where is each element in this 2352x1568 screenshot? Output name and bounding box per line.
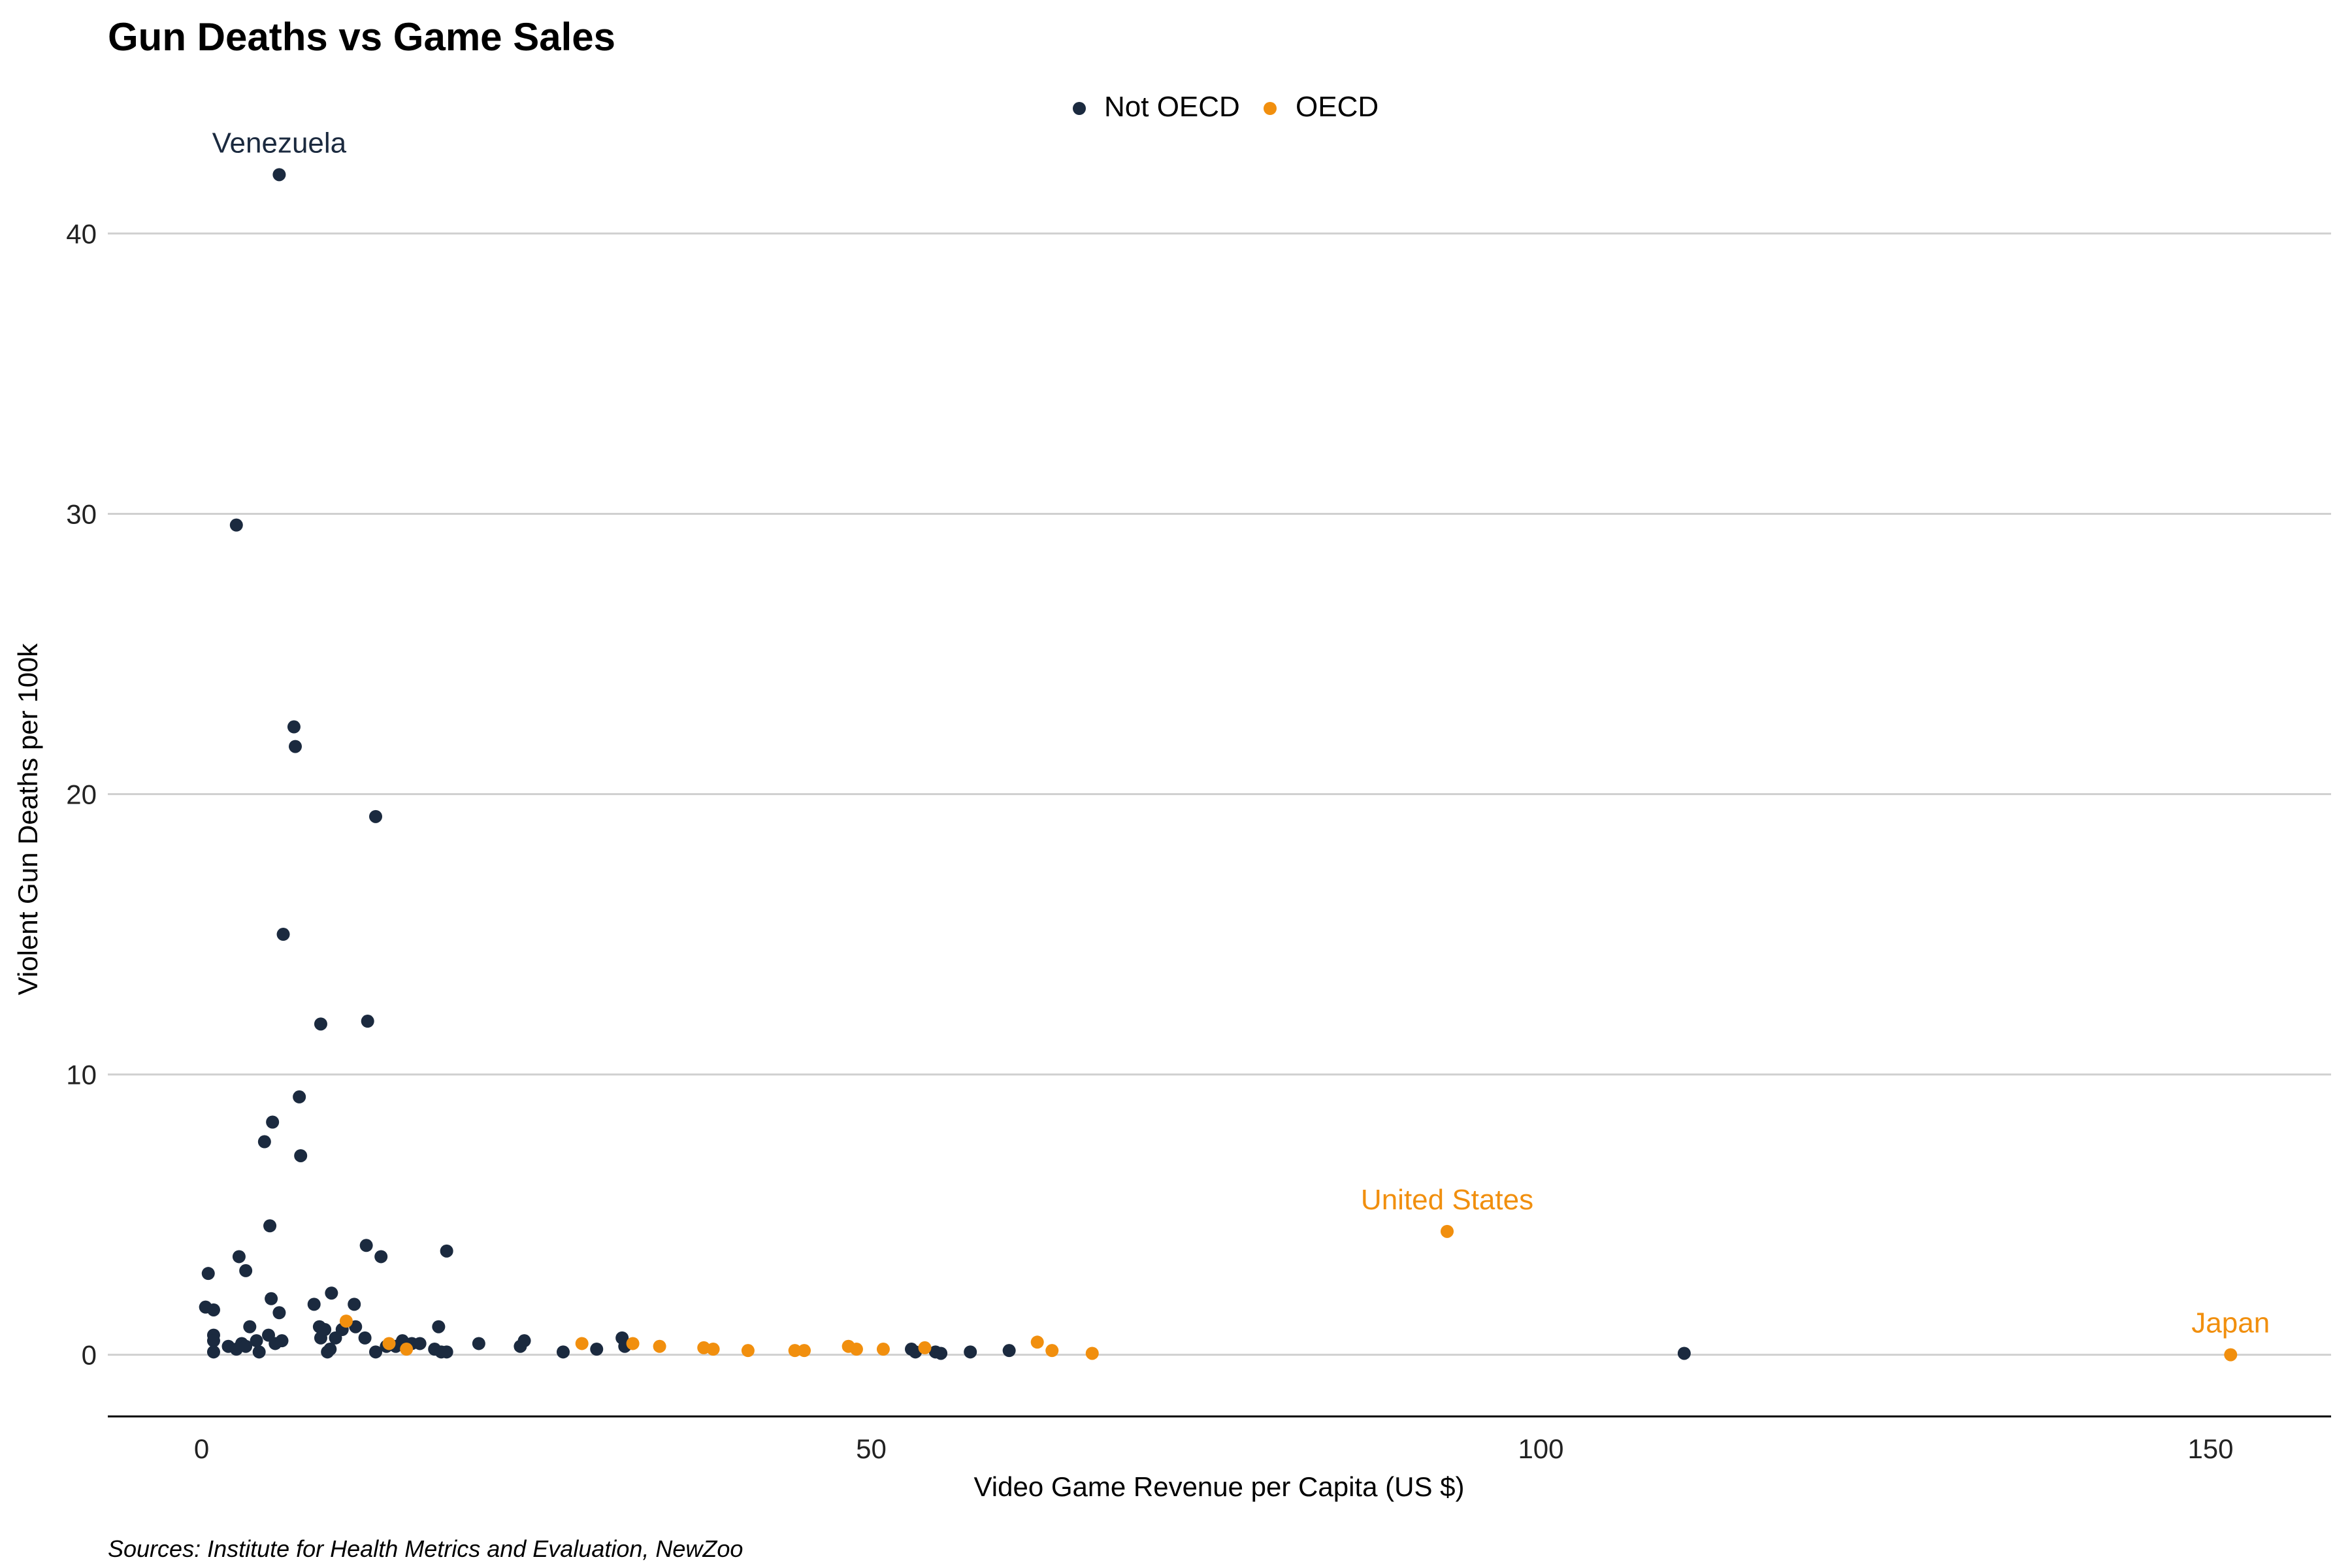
data-point xyxy=(517,1334,531,1348)
legend-marker-oecd xyxy=(1264,102,1277,115)
data-point xyxy=(229,518,243,532)
data-points xyxy=(199,168,2238,1362)
data-point xyxy=(206,1345,220,1359)
chart-title: Gun Deaths vs Game Sales xyxy=(108,15,615,59)
data-point xyxy=(307,1298,321,1311)
data-point xyxy=(788,1344,802,1358)
data-point xyxy=(206,1303,220,1316)
data-point xyxy=(289,740,302,753)
data-point xyxy=(1085,1347,1099,1360)
data-point xyxy=(232,1250,246,1264)
data-point xyxy=(472,1337,485,1350)
y-tick-label: 20 xyxy=(66,779,97,810)
data-point xyxy=(400,1343,414,1356)
data-point xyxy=(849,1343,863,1356)
data-point xyxy=(440,1345,453,1359)
x-tick-label: 150 xyxy=(2187,1433,2233,1464)
data-point xyxy=(626,1337,640,1350)
data-point xyxy=(252,1345,266,1359)
data-point xyxy=(1002,1344,1016,1358)
data-point xyxy=(275,1334,289,1348)
data-point xyxy=(413,1337,427,1350)
y-tick-label: 40 xyxy=(66,218,97,249)
data-point xyxy=(369,1345,382,1359)
x-axis-ticks: 0 50 100 150 xyxy=(194,1433,2234,1464)
data-point xyxy=(325,1286,338,1300)
data-point xyxy=(2224,1348,2238,1362)
data-point xyxy=(876,1343,890,1356)
data-point xyxy=(314,1017,327,1031)
data-point xyxy=(239,1264,253,1277)
x-axis-title: Video Game Revenue per Capita (US $) xyxy=(974,1471,1465,1502)
sources-caption: Sources: Institute for Health Metrics an… xyxy=(108,1535,743,1562)
data-point xyxy=(432,1320,446,1333)
point-annotations: Venezuela United States Japan xyxy=(212,127,2270,1339)
x-tick-label: 0 xyxy=(194,1433,209,1464)
data-point xyxy=(741,1344,755,1358)
data-point xyxy=(369,809,382,823)
data-point xyxy=(243,1320,257,1333)
data-point xyxy=(440,1244,453,1258)
data-point xyxy=(265,1292,278,1305)
data-point xyxy=(918,1341,932,1354)
data-point xyxy=(575,1337,589,1350)
data-point xyxy=(348,1298,361,1311)
data-point xyxy=(257,1135,271,1149)
data-point xyxy=(294,1149,308,1162)
x-tick-label: 100 xyxy=(1518,1433,1563,1464)
legend-marker-not-oecd xyxy=(1073,102,1086,115)
data-point xyxy=(293,1090,306,1103)
data-point xyxy=(339,1315,353,1328)
data-point xyxy=(934,1347,948,1360)
y-tick-label: 10 xyxy=(66,1060,97,1090)
data-point xyxy=(1441,1224,1454,1238)
data-point xyxy=(349,1320,363,1333)
data-point xyxy=(239,1339,253,1353)
data-point xyxy=(382,1337,396,1350)
y-tick-label: 30 xyxy=(66,498,97,529)
annotation-label: United States xyxy=(1361,1184,1533,1216)
data-point xyxy=(323,1343,337,1356)
data-point xyxy=(201,1267,215,1281)
data-point xyxy=(272,1306,286,1320)
data-point xyxy=(964,1345,977,1359)
y-axis-ticks: 0 10 20 30 40 xyxy=(66,218,97,1370)
legend-label-not-oecd: Not OECD xyxy=(1104,91,1240,123)
data-point xyxy=(706,1343,720,1356)
data-point xyxy=(590,1343,604,1356)
legend-label-oecd: OECD xyxy=(1296,91,1379,123)
data-point xyxy=(798,1344,811,1358)
data-point xyxy=(1030,1335,1044,1349)
data-point xyxy=(1677,1347,1691,1360)
data-point xyxy=(374,1250,388,1264)
data-point xyxy=(250,1334,263,1348)
data-point xyxy=(359,1239,373,1252)
y-tick-label: 0 xyxy=(82,1340,97,1371)
data-point xyxy=(272,168,286,182)
gridlines xyxy=(108,232,2331,1356)
data-point xyxy=(206,1334,220,1348)
legend: Not OECD OECD xyxy=(1073,91,1379,123)
x-tick-label: 50 xyxy=(856,1433,887,1464)
data-point xyxy=(358,1331,372,1345)
annotation-label: Japan xyxy=(2191,1307,2270,1339)
data-point xyxy=(263,1219,277,1233)
data-point xyxy=(276,928,290,941)
data-point xyxy=(1045,1344,1059,1358)
data-point xyxy=(287,720,301,734)
annotation-label: Venezuela xyxy=(212,127,347,159)
data-point xyxy=(266,1115,280,1129)
data-point xyxy=(318,1322,332,1336)
data-point xyxy=(361,1015,374,1028)
data-point xyxy=(557,1345,570,1359)
data-point xyxy=(653,1339,666,1353)
y-axis-title: Violent Gun Deaths per 100k xyxy=(12,643,43,996)
